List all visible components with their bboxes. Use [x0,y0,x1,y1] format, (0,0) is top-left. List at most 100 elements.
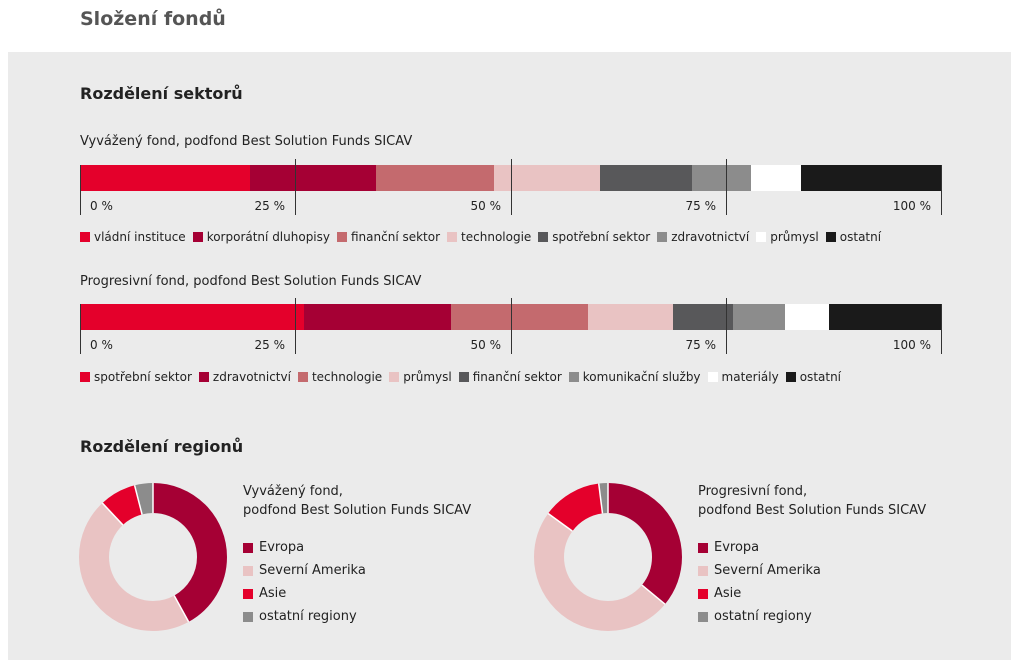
bar-chart-1-title: Vyvážený fond, podfond Best Solution Fun… [80,134,413,149]
legend-label: komunikační služby [582,370,701,384]
bar-segment-korporatni-dluhopisy [249,165,376,191]
legend-label: finanční sektor [351,230,441,244]
legend-swatch [568,372,579,382]
legend-item-technologie: technologie [447,230,531,244]
bar-chart-1-legend: vládní instituce korporátní dluhopisy fina… [80,230,888,244]
legend-label: technologie [461,230,532,244]
x-tick-label: 50 % [470,338,502,352]
legend-item-ostatni: ostatní [825,230,881,244]
x-tick-label: 25 % [254,199,286,213]
legend-label: finanční sektor [472,370,562,384]
legend-swatch [825,232,836,242]
bar-segment-zdravotnictvi [691,165,752,191]
legend-label: zdravotnictví [671,230,750,244]
legend-swatch [192,232,203,242]
x-tick-mark [941,165,942,215]
legend-swatch [243,611,253,622]
legend-label: ostatní regiony [259,609,357,624]
legend-swatch [538,232,549,242]
legend-label: technologie [311,370,383,384]
legend-swatch [698,611,708,622]
legend-item-vladni-instituce: vládní instituce [80,230,186,244]
legend-item-ostatni-regiony: ostatní regiony [243,608,366,625]
bar-segment-prumysl [751,165,802,191]
donut-slice-separator [641,584,666,605]
legend-swatch [243,542,253,553]
x-tick-mark [80,304,81,354]
legend-swatch [458,372,469,382]
legend-swatch [243,565,253,576]
legend-label: zdravotnictví [212,370,291,384]
legend-label: Severní Amerika [714,563,821,578]
x-tick-mark [726,159,727,215]
page-title: Složení fondů [80,8,226,30]
legend-swatch [785,372,796,382]
bar-segment-technologie [493,165,600,191]
x-tick-mark [80,165,81,215]
donut-1-title-line-2: podfond Best Solution Funds SICAV [243,503,472,518]
bar-segment-spotrebni-sektor [599,165,692,191]
bar-chart-2-legend: spotřební sektor zdravotnictví technologie… [80,370,848,384]
x-tick-mark [295,298,296,354]
legend-label: průmysl [403,370,452,384]
x-tick-label: 100 % [892,338,931,352]
donut-2-legend: Evropa Severní Amerika Asie ostatní regiony [698,539,828,631]
legend-swatch [698,565,708,576]
legend-item-zdravotnictvi: zdravotnictví [657,230,749,244]
bar-segment-materialy [785,304,830,330]
x-tick-mark [726,298,727,354]
region-section-title: Rozdělení regionů [80,437,244,456]
donut-1-title: Vyvážený fond, podfond Best Solution Fun… [243,482,471,520]
legend-label: Asie [714,586,742,601]
legend-swatch [698,588,708,599]
bar-chart-balanced-fund: 0 % 25 % 50 % 75 % 100 % [80,159,942,245]
bar-segment-komunikacni-sluzby [733,304,786,330]
bar-segment-financni-sektor [673,304,734,330]
legend-item-asie: Asie [698,585,821,602]
donut-slice-separator [173,595,190,623]
legend-item-technologie: technologie [297,370,383,384]
legend-swatch [698,542,708,553]
legend-label: spotřební sektor [552,230,651,244]
donut-1-title-line-1: Vyvážený fond, [243,484,343,499]
legend-item-prumysl: průmysl [756,230,819,244]
legend-swatch [337,232,347,242]
donut-slice-separator [101,502,124,526]
legend-swatch [707,372,718,382]
legend-item-materialy: materiály [707,370,779,384]
stacked-bar [80,165,942,191]
legend-item-spotrebni-sektor: spotřební sektor [538,230,650,244]
x-tick-mark [295,159,296,215]
donut-slice-severni-amerika [79,483,227,631]
x-tick-label: 50 % [470,199,502,213]
donut-2-title-line-2: podfond Best Solution Funds SICAV [698,503,927,518]
legend-item-financni-sektor: finanční sektor [337,230,440,244]
legend-item-ostatni-regiony: ostatní regiony [698,608,821,625]
x-tick-label: 75 % [685,199,717,213]
legend-item-severni-amerika: Severní Amerika [243,562,366,579]
bar-segment-technologie [450,304,588,330]
bar-segment-ostatni [801,165,942,191]
legend-swatch [198,372,209,382]
legend-swatch [756,232,767,242]
bar-segment-prumysl [587,304,674,330]
fund-composition-panel: Rozdělení sektorů Vyvážený fond, podfond… [8,52,1011,660]
donut-chart-balanced-fund [79,483,227,631]
legend-label: korporátní dluhopisy [206,230,330,244]
legend-label: Severní Amerika [259,563,366,578]
legend-item-zdravotnictvi: zdravotnictví [198,370,291,384]
legend-item-komunikacni-sluzby: komunikační služby [568,370,701,384]
legend-swatch [657,232,668,242]
bar-segment-spotrebni-sektor [80,304,305,330]
donut-chart-progressive-fund [534,483,682,631]
donut-1-legend: Evropa Severní Amerika Asie ostatní regiony [243,539,373,631]
legend-label: vládní instituce [94,230,186,244]
x-tick-mark [511,298,512,354]
legend-item-korporatni-dluhopisy: korporátní dluhopisy [192,230,330,244]
legend-swatch [80,372,90,382]
x-tick-mark [511,159,512,215]
bar-segment-financni-sektor [375,165,494,191]
legend-label: ostatní regiony [714,609,812,624]
legend-label: průmysl [770,230,819,244]
donut-2-title: Progresivní fond, podfond Best Solution … [698,482,926,520]
